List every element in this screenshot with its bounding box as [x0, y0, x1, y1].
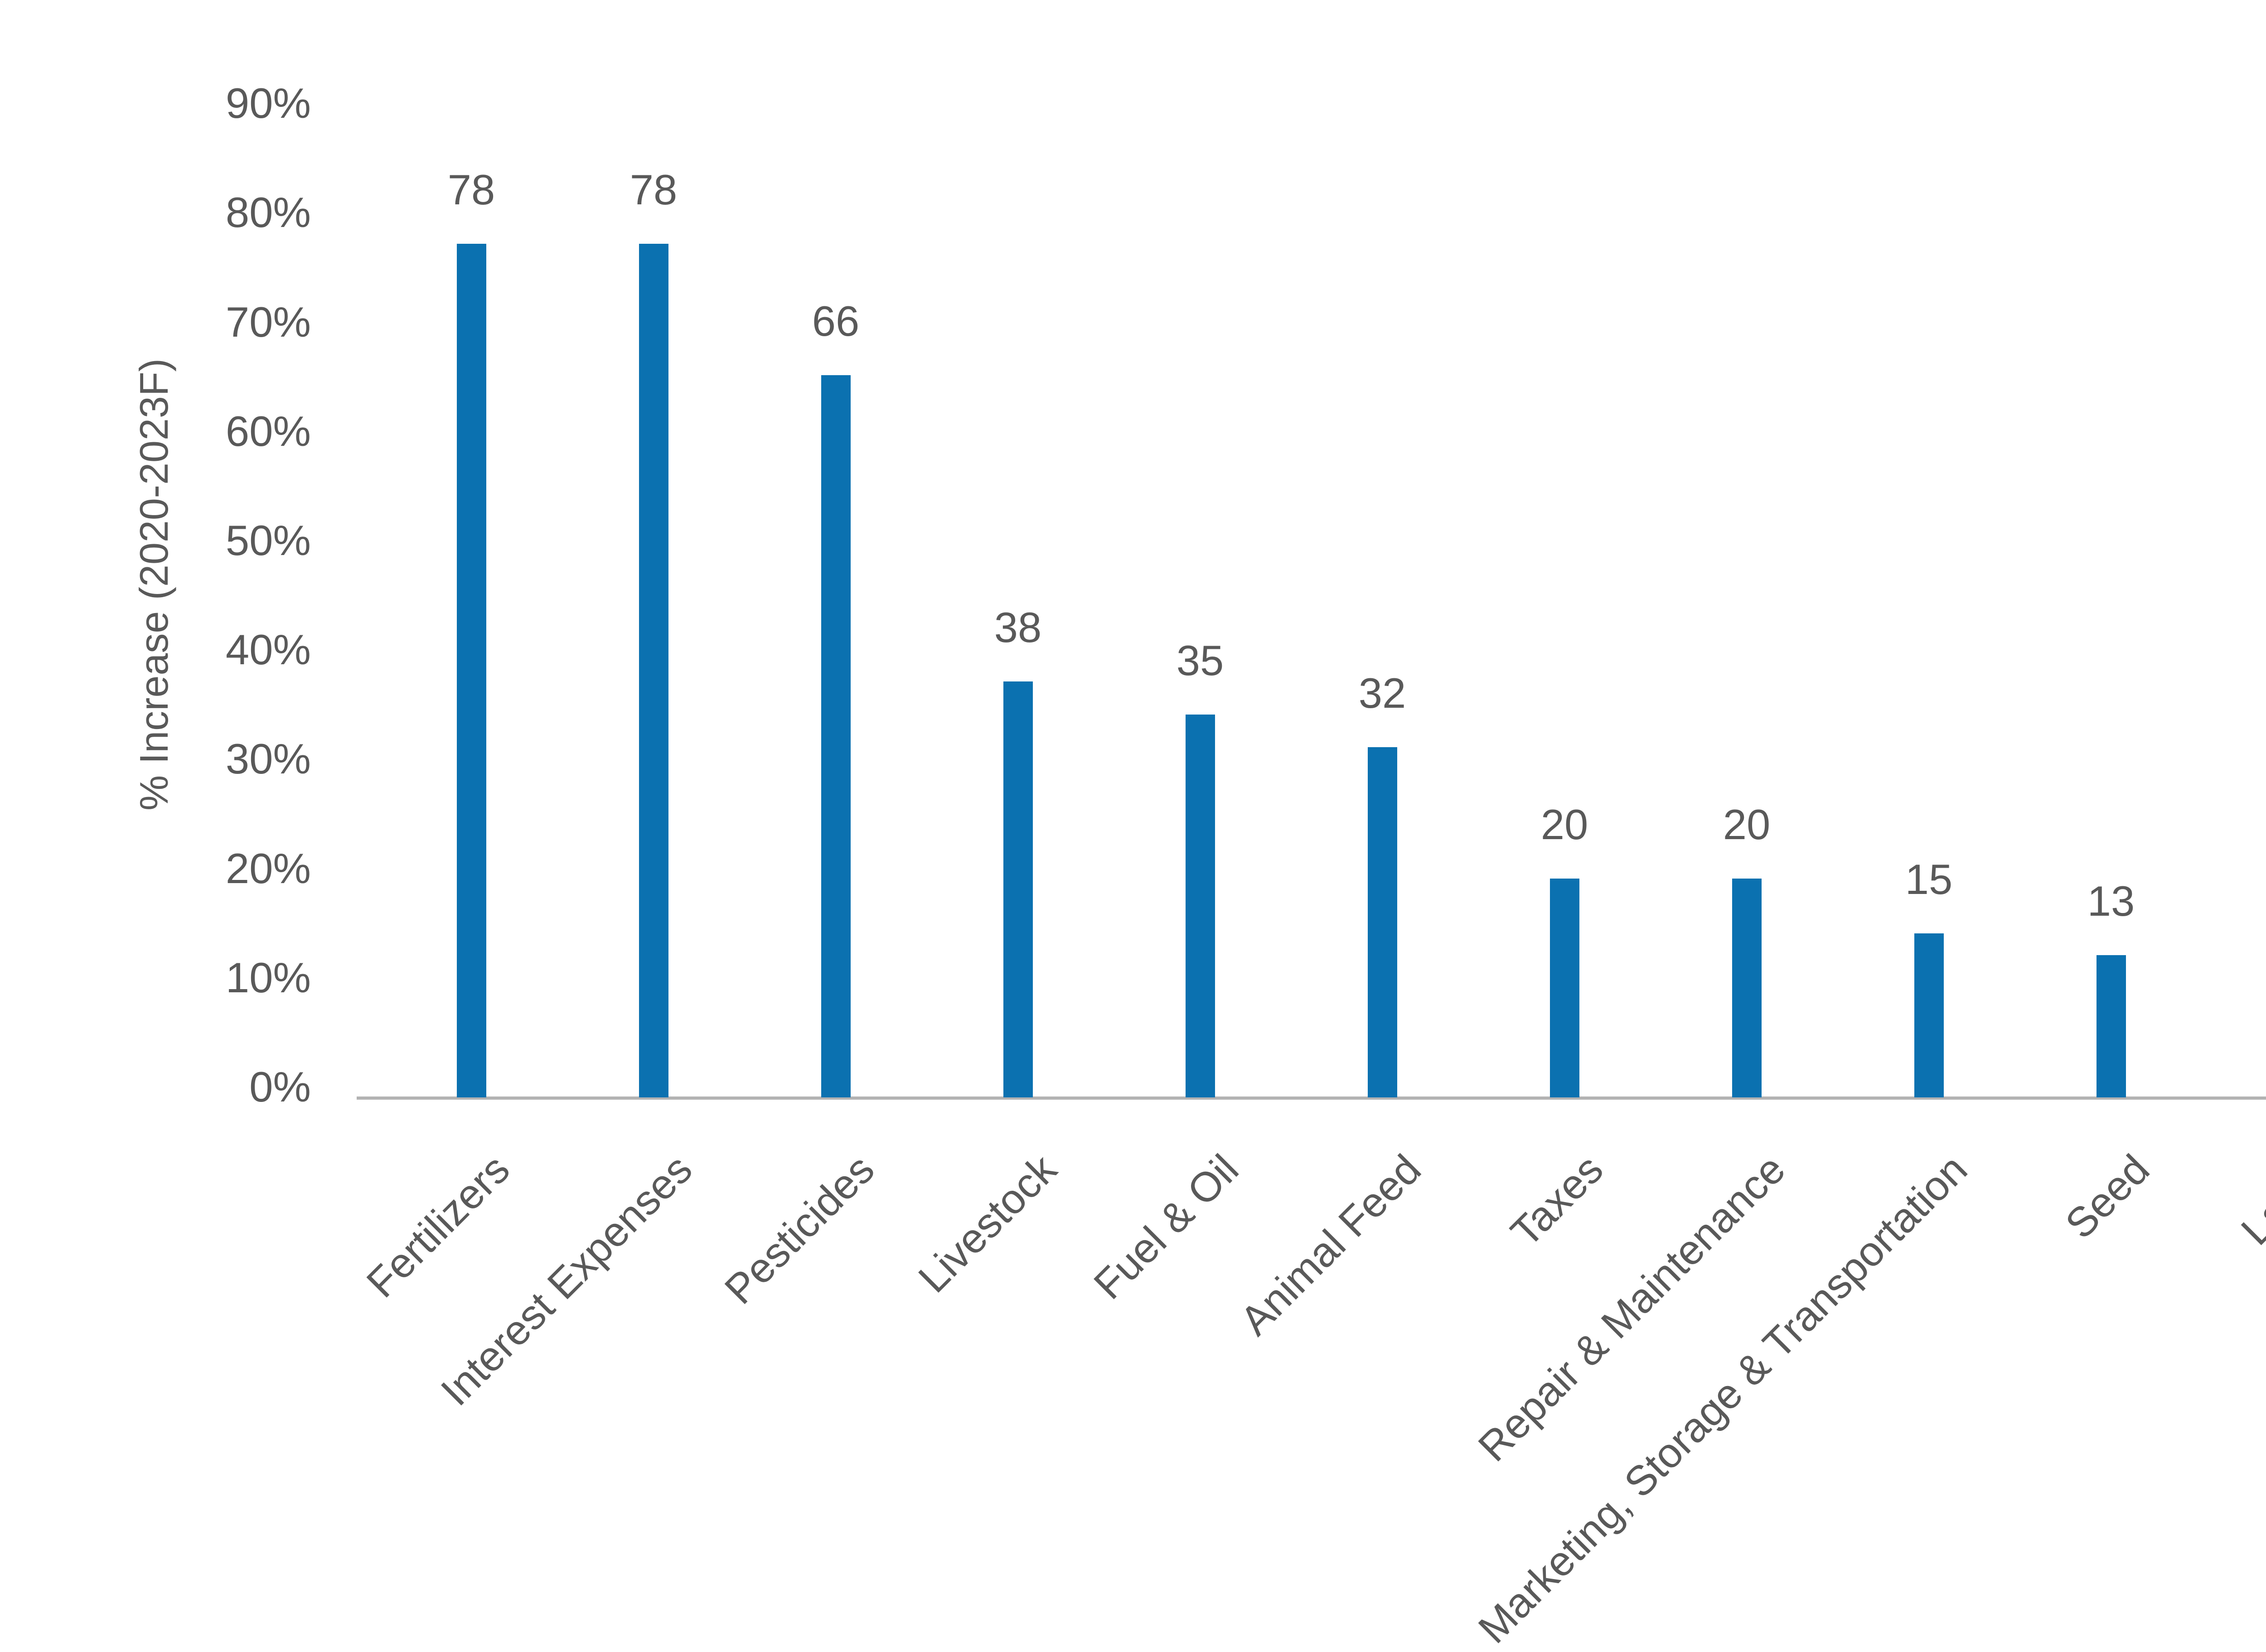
bar-value-label: 15	[1905, 855, 1953, 903]
y-tick-label: 0%	[249, 1063, 311, 1111]
category-label: Labor	[2232, 1146, 2266, 1254]
bar	[639, 244, 668, 1097]
y-tick-label: 20%	[225, 844, 311, 892]
category-label: Livestock	[909, 1146, 1065, 1302]
x-axis-line	[357, 1097, 2266, 1100]
y-tick-label: 70%	[225, 298, 311, 346]
bar-value-label: 78	[447, 166, 495, 213]
bar	[1549, 879, 1579, 1097]
bar-value-label: 13	[2087, 877, 2135, 925]
bar-value-label: 32	[1358, 669, 1406, 717]
category-label: Fertilizers	[358, 1146, 519, 1307]
y-tick-label: 10%	[225, 953, 311, 1001]
y-tick-label: 90%	[225, 79, 311, 127]
y-tick-label: 50%	[225, 517, 311, 564]
bar-value-label: 66	[812, 297, 860, 345]
category-label: Repair & Maintenance	[1469, 1146, 1794, 1470]
bar	[1003, 681, 1033, 1097]
y-tick-label: 60%	[225, 407, 311, 455]
category-label: Fuel & Oil	[1085, 1146, 1248, 1308]
bar	[1185, 715, 1215, 1097]
bar-value-label: 20	[1540, 801, 1588, 848]
bar	[1914, 933, 1944, 1097]
y-tick-label: 80%	[225, 188, 311, 237]
bar	[821, 375, 851, 1097]
y-tick-label: 40%	[225, 626, 311, 674]
bar	[1732, 879, 1762, 1097]
category-label: Pesticides	[716, 1146, 883, 1313]
category-label: Taxes	[1502, 1146, 1612, 1256]
category-label: Animal Feed	[1231, 1146, 1430, 1344]
bar-value-label: 78	[629, 166, 678, 213]
bar-value-label: 38	[994, 604, 1042, 651]
bar	[2096, 955, 2126, 1097]
bar	[456, 244, 486, 1097]
bar-value-label: 35	[1176, 637, 1224, 684]
bar	[1367, 747, 1397, 1097]
category-label: Seed	[2057, 1146, 2159, 1248]
y-tick-label: 30%	[225, 735, 311, 783]
bar-value-label: 20	[1723, 801, 1771, 848]
bar-value-label: 12	[2212, 891, 2266, 933]
